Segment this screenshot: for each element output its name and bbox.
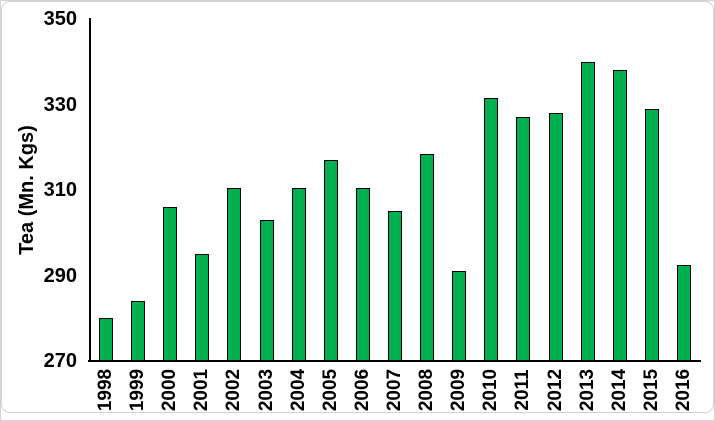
x-tick-label-2004: 2004 <box>287 368 309 412</box>
bar-2004 <box>291 187 306 361</box>
x-tick-label-2012: 2012 <box>544 368 566 412</box>
y-tick-label-270: 270 <box>43 350 77 372</box>
bar-2015 <box>644 108 659 361</box>
x-tick-label-2003: 2003 <box>255 368 277 412</box>
bar-2002 <box>227 187 242 361</box>
x-tick-label-2005: 2005 <box>319 368 341 412</box>
x-tick-label-2008: 2008 <box>416 368 438 412</box>
x-tick-label-2010: 2010 <box>480 368 502 412</box>
bar-2011 <box>516 117 531 361</box>
bar-2005 <box>323 160 338 361</box>
x-tick-label-2000: 2000 <box>159 368 181 412</box>
x-tick-label-2011: 2011 <box>512 369 534 411</box>
bar-2003 <box>259 219 274 361</box>
x-axis-line <box>88 360 701 362</box>
y-tick-label-350: 350 <box>43 8 77 30</box>
x-tick-label-1998: 1998 <box>95 368 117 412</box>
bar-2001 <box>195 254 210 361</box>
x-tick-label-2014: 2014 <box>608 368 630 412</box>
y-axis-line <box>89 18 91 362</box>
x-tick-label-2016: 2016 <box>672 368 694 412</box>
bar-2012 <box>548 113 563 361</box>
bar-2006 <box>355 187 370 361</box>
bar-2016 <box>676 264 691 361</box>
bar-2000 <box>163 207 178 361</box>
y-tick-label-310: 310 <box>43 179 77 201</box>
x-tick-label-2006: 2006 <box>351 368 373 412</box>
x-tick-label-1999: 1999 <box>127 368 149 412</box>
bar-1999 <box>131 301 146 361</box>
x-tick-label-2013: 2013 <box>576 368 598 412</box>
bar-2010 <box>484 98 499 361</box>
x-tick-label-2015: 2015 <box>640 368 662 412</box>
bar-2013 <box>580 61 595 361</box>
x-tick-label-2009: 2009 <box>448 368 470 412</box>
x-tick-label-2001: 2001 <box>191 368 213 412</box>
bar-1998 <box>99 318 114 361</box>
y-tick-label-330: 330 <box>43 93 77 116</box>
y-tick-label-290: 290 <box>43 264 77 287</box>
x-tick-label-2002: 2002 <box>223 368 245 412</box>
bar-2007 <box>388 211 402 361</box>
x-tick-label-2007: 2007 <box>384 368 405 412</box>
bar-2008 <box>420 153 435 361</box>
bar-2009 <box>452 271 467 361</box>
bar-2014 <box>612 70 627 361</box>
